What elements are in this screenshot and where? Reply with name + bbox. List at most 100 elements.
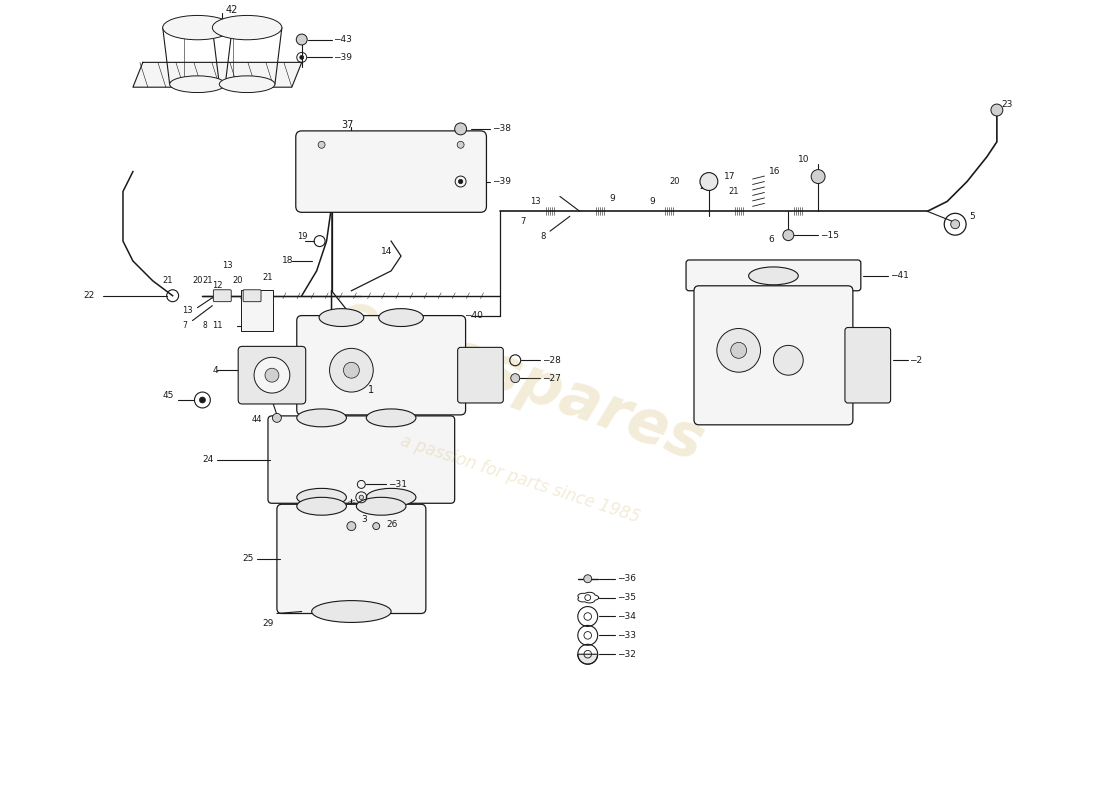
- Text: −34: −34: [616, 612, 636, 621]
- Circle shape: [343, 362, 360, 378]
- FancyBboxPatch shape: [213, 290, 231, 302]
- Text: 7: 7: [520, 217, 526, 226]
- Ellipse shape: [297, 488, 346, 506]
- FancyBboxPatch shape: [241, 290, 273, 331]
- Text: −33: −33: [616, 631, 636, 640]
- Text: 19: 19: [297, 232, 307, 241]
- FancyBboxPatch shape: [296, 131, 486, 212]
- Ellipse shape: [356, 498, 406, 515]
- Text: 10: 10: [799, 155, 810, 164]
- FancyBboxPatch shape: [239, 346, 306, 404]
- Text: 21: 21: [728, 187, 739, 196]
- Text: −15: −15: [821, 230, 839, 240]
- Text: a passion for parts since 1985: a passion for parts since 1985: [398, 432, 642, 526]
- Text: 21: 21: [163, 276, 173, 286]
- Ellipse shape: [297, 409, 346, 427]
- Text: 20: 20: [669, 177, 680, 186]
- Text: 1: 1: [368, 385, 374, 395]
- FancyBboxPatch shape: [268, 416, 454, 503]
- Circle shape: [991, 104, 1003, 116]
- FancyBboxPatch shape: [297, 315, 465, 415]
- Circle shape: [730, 342, 747, 358]
- Circle shape: [717, 329, 760, 372]
- Circle shape: [318, 142, 326, 148]
- Text: 20: 20: [192, 276, 204, 286]
- Text: 8: 8: [202, 321, 207, 330]
- Circle shape: [454, 123, 466, 135]
- Text: −43: −43: [333, 35, 352, 44]
- Text: 20: 20: [232, 276, 243, 286]
- Text: eurospares: eurospares: [329, 286, 712, 474]
- Text: −38: −38: [493, 124, 512, 134]
- Text: 21: 21: [262, 274, 273, 282]
- Circle shape: [811, 170, 825, 183]
- Circle shape: [254, 358, 289, 393]
- Circle shape: [773, 346, 803, 375]
- Text: 7: 7: [183, 321, 187, 330]
- Text: −2: −2: [910, 356, 923, 365]
- FancyBboxPatch shape: [686, 260, 861, 290]
- Text: 23: 23: [1002, 99, 1013, 109]
- Text: 17: 17: [724, 172, 735, 181]
- Text: 24: 24: [202, 455, 213, 464]
- Ellipse shape: [297, 498, 346, 515]
- Circle shape: [950, 220, 959, 229]
- Ellipse shape: [163, 15, 232, 40]
- Circle shape: [265, 368, 279, 382]
- Circle shape: [359, 495, 363, 499]
- Text: −31: −31: [388, 480, 407, 489]
- Text: 11: 11: [212, 321, 223, 330]
- Text: 29: 29: [262, 619, 274, 628]
- Circle shape: [458, 142, 464, 148]
- Circle shape: [199, 397, 206, 403]
- Text: −35: −35: [616, 593, 636, 602]
- Text: 9: 9: [649, 197, 656, 206]
- Ellipse shape: [311, 601, 392, 622]
- Polygon shape: [133, 62, 301, 87]
- Text: 13: 13: [183, 306, 194, 315]
- FancyBboxPatch shape: [694, 286, 852, 425]
- Circle shape: [700, 173, 718, 190]
- Circle shape: [330, 348, 373, 392]
- Text: −27: −27: [542, 374, 561, 382]
- Ellipse shape: [366, 409, 416, 427]
- Circle shape: [373, 522, 380, 530]
- Text: 5: 5: [969, 212, 975, 221]
- Text: 21: 21: [698, 182, 710, 191]
- Ellipse shape: [378, 309, 424, 326]
- Text: −41: −41: [890, 271, 909, 280]
- Text: 45: 45: [163, 390, 174, 399]
- Text: 14: 14: [382, 246, 393, 255]
- Text: 3: 3: [361, 514, 367, 524]
- Ellipse shape: [749, 267, 799, 285]
- Text: 6: 6: [769, 234, 774, 244]
- Circle shape: [510, 374, 519, 382]
- Text: 26: 26: [386, 520, 397, 529]
- Text: −39: −39: [493, 177, 512, 186]
- Text: 13: 13: [530, 197, 541, 206]
- Circle shape: [296, 34, 307, 45]
- Circle shape: [299, 55, 304, 59]
- Ellipse shape: [212, 15, 282, 40]
- Text: −32: −32: [616, 650, 636, 658]
- Text: −30: −30: [388, 493, 407, 502]
- FancyBboxPatch shape: [845, 327, 891, 403]
- FancyBboxPatch shape: [243, 290, 261, 302]
- Text: 44: 44: [252, 415, 263, 424]
- Ellipse shape: [169, 76, 226, 93]
- Wedge shape: [578, 654, 597, 664]
- Text: 25: 25: [242, 554, 253, 563]
- Ellipse shape: [319, 309, 364, 326]
- Text: 18: 18: [282, 257, 294, 266]
- Text: 16: 16: [769, 167, 780, 176]
- FancyBboxPatch shape: [277, 504, 426, 614]
- Text: −39: −39: [333, 53, 352, 62]
- Text: 8: 8: [540, 232, 546, 241]
- Circle shape: [783, 230, 794, 241]
- Ellipse shape: [366, 488, 416, 506]
- Circle shape: [273, 414, 282, 422]
- Text: −40: −40: [463, 311, 483, 320]
- Text: −36: −36: [616, 574, 636, 583]
- Circle shape: [459, 179, 463, 184]
- Circle shape: [346, 522, 356, 530]
